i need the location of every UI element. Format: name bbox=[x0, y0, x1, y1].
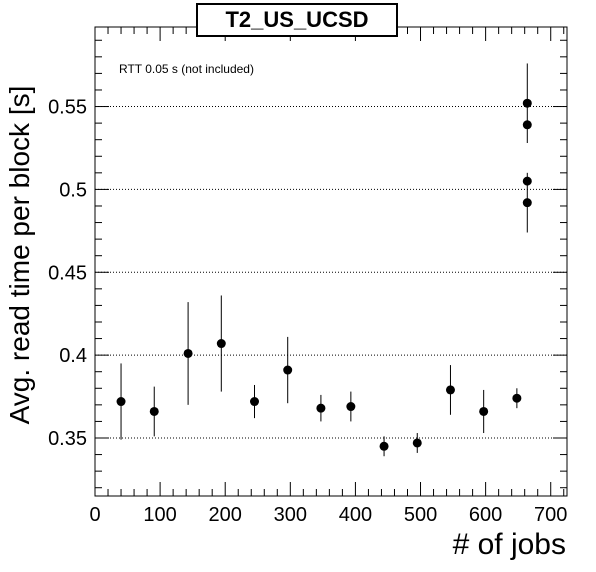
data-point bbox=[522, 198, 532, 208]
data-point bbox=[522, 176, 532, 186]
x-tick-label: 0 bbox=[89, 504, 100, 526]
x-axis-label: # of jobs bbox=[452, 528, 566, 561]
data-point bbox=[445, 385, 455, 395]
y-tick-label: 0.5 bbox=[59, 179, 87, 201]
y-tick-label: 0.55 bbox=[48, 97, 87, 119]
x-tick-label: 600 bbox=[469, 504, 502, 526]
data-point bbox=[216, 339, 226, 349]
x-tick-label: 200 bbox=[209, 504, 242, 526]
error-bars bbox=[120, 63, 528, 457]
plot-frame bbox=[94, 26, 568, 497]
x-tick-label: 100 bbox=[143, 504, 176, 526]
x-tick-label: 400 bbox=[339, 504, 372, 526]
data-point bbox=[522, 120, 532, 130]
data-point bbox=[346, 402, 356, 412]
data-point bbox=[283, 365, 293, 375]
chart-title: T2_US_UCSD bbox=[225, 7, 369, 32]
chart-title-box: T2_US_UCSD bbox=[196, 3, 398, 37]
data-point bbox=[183, 348, 193, 358]
grid-lines bbox=[95, 106, 567, 439]
x-tick-label: 500 bbox=[404, 504, 437, 526]
data-point bbox=[479, 406, 489, 416]
data-point bbox=[316, 403, 326, 413]
data-point bbox=[512, 393, 522, 403]
data-point bbox=[149, 406, 159, 416]
x-tick-label: 700 bbox=[534, 504, 567, 526]
data-point bbox=[412, 438, 422, 448]
data-point bbox=[522, 98, 532, 108]
data-point bbox=[379, 441, 389, 451]
y-tick-label: 0.4 bbox=[59, 345, 87, 367]
x-tick-label: 300 bbox=[274, 504, 307, 526]
axis-ticks bbox=[94, 27, 567, 496]
y-tick-label: 0.45 bbox=[48, 262, 87, 284]
tick-labels: 0.35 0.4 0.45 0.5 0.55 0 100 200 300 400 500 600 700 bbox=[48, 97, 567, 526]
data-point bbox=[116, 397, 126, 407]
y-tick-label: 0.35 bbox=[48, 428, 87, 450]
y-axis-label: Avg. read time per block [s] bbox=[4, 85, 35, 425]
rtt-annotation: RTT 0.05 s (not included) bbox=[119, 62, 254, 76]
data-markers bbox=[116, 98, 532, 451]
data-point bbox=[250, 397, 260, 407]
